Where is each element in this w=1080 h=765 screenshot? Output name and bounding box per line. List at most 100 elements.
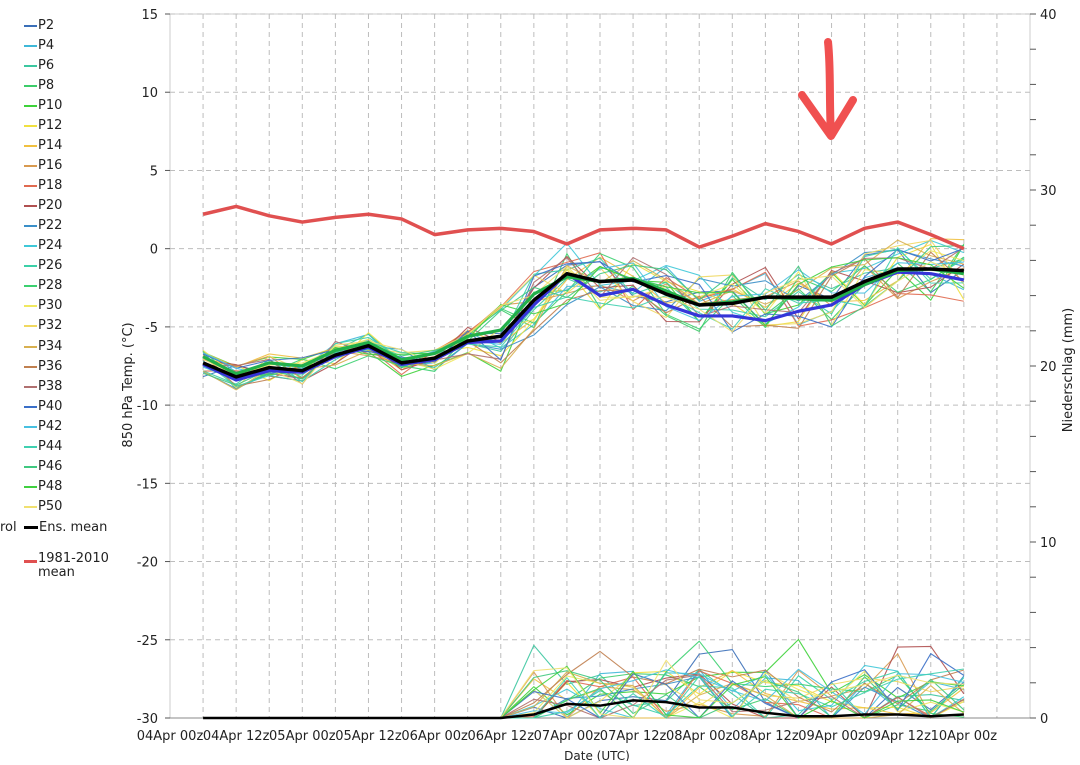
legend-item: P6 bbox=[0, 56, 125, 76]
x-tick-label: 04Apr 00z bbox=[137, 729, 204, 744]
y2-tick-label: 0 bbox=[1040, 712, 1048, 727]
legend-item: P30 bbox=[0, 296, 125, 316]
legend-swatch bbox=[24, 45, 37, 48]
legend-label: P50 bbox=[38, 498, 63, 514]
legend-item: P36 bbox=[0, 357, 125, 377]
annotation-arrow bbox=[798, 38, 857, 140]
legend-label: 1981-2010 mean bbox=[38, 550, 109, 580]
y-tick-label: -25 bbox=[137, 634, 158, 649]
legend-item: P10 bbox=[0, 96, 125, 116]
legend-swatch bbox=[24, 65, 37, 68]
x-tick-label: 05Apr 12z bbox=[335, 729, 402, 744]
x-tick-label: 06Apr 12z bbox=[468, 729, 535, 744]
y-tick-label: -20 bbox=[137, 556, 158, 571]
legend-swatch bbox=[24, 205, 37, 208]
y-tick-label: -5 bbox=[145, 321, 158, 336]
legend-label: P40 bbox=[38, 398, 63, 414]
legend-swatch bbox=[24, 185, 37, 188]
legend-swatch bbox=[24, 465, 37, 468]
legend-swatch bbox=[24, 559, 37, 563]
legend-item: P44 bbox=[0, 437, 125, 457]
legend-item: P28 bbox=[0, 276, 125, 296]
legend-swatch bbox=[24, 25, 37, 28]
legend-item: 1981-2010 mean bbox=[0, 550, 125, 580]
legend-swatch bbox=[24, 405, 37, 408]
legend-swatch bbox=[24, 85, 37, 88]
legend-label: P8 bbox=[38, 78, 55, 94]
legend-swatch bbox=[24, 225, 37, 228]
annotation-arrow-shaft bbox=[824, 38, 835, 139]
legend-label: P12 bbox=[38, 118, 63, 134]
legend-item: P48 bbox=[0, 477, 125, 497]
legend-item: P50 bbox=[0, 497, 125, 517]
y-axis-left: 15 10 5 0 -5 -10 -15 -20 -25 -30 bbox=[137, 8, 170, 727]
x-tick-label: 07Apr 00z bbox=[534, 729, 601, 744]
y-tick-label: 15 bbox=[141, 8, 158, 23]
legend-swatch bbox=[24, 245, 37, 248]
precip-members bbox=[203, 638, 965, 720]
legend-label: P42 bbox=[38, 418, 63, 434]
legend-label: Ens. mean bbox=[39, 519, 108, 535]
x-tick-label: 04Apr 12z bbox=[203, 729, 270, 744]
legend-swatch bbox=[24, 345, 37, 348]
y-tick-label: -10 bbox=[137, 399, 158, 414]
legend-swatch bbox=[24, 265, 37, 268]
legend-swatch bbox=[24, 445, 37, 448]
y-axis-title: 850 hPa Temp. (°C) bbox=[121, 322, 136, 447]
legend-item: P14 bbox=[0, 136, 125, 156]
x-tick-label: 08Apr 00z bbox=[666, 729, 733, 744]
chart-legend: P2 P4 P6 P8 P10 P12 P14 P16 P18 P20 P22 P24 P26 P28 P3… bbox=[0, 16, 125, 580]
legend-swatch bbox=[24, 425, 37, 428]
precip-mean-line bbox=[203, 699, 964, 720]
legend-label: P46 bbox=[38, 458, 63, 474]
legend-label: P36 bbox=[38, 358, 63, 374]
legend-swatch bbox=[24, 365, 37, 368]
legend-item: P42 bbox=[0, 417, 125, 437]
x-tick-label: 06Apr 00z bbox=[401, 729, 468, 744]
legend-item: P4 bbox=[0, 36, 125, 56]
legend-label: P18 bbox=[38, 178, 63, 194]
legend-label: P38 bbox=[38, 378, 63, 394]
legend-label: P28 bbox=[38, 278, 63, 294]
x-tick-label: 10Apr 00z bbox=[931, 729, 998, 744]
x-tick-label: 09Apr 00z bbox=[798, 729, 865, 744]
legend-label: P10 bbox=[38, 98, 63, 114]
legend-item: P18 bbox=[0, 176, 125, 196]
legend-label: P14 bbox=[38, 138, 63, 154]
annotation-arrow-head bbox=[798, 91, 857, 140]
grid bbox=[170, 13, 1030, 718]
legend-label: P2 bbox=[38, 18, 55, 34]
legend-label: P24 bbox=[38, 238, 63, 254]
legend-swatch bbox=[24, 485, 37, 488]
legend-item: P38 bbox=[0, 377, 125, 397]
legend-swatch bbox=[24, 145, 37, 148]
legend-item: P40 bbox=[0, 397, 125, 417]
legend-label: P34 bbox=[38, 338, 63, 354]
legend-label: P4 bbox=[38, 38, 55, 54]
legend-swatch bbox=[24, 105, 37, 108]
legend-item: P20 bbox=[0, 196, 125, 216]
legend-swatch bbox=[24, 125, 37, 128]
x-tick-label: 07Apr 12z bbox=[600, 729, 667, 744]
legend-swatch bbox=[24, 305, 37, 308]
legend-item: P34 bbox=[0, 337, 125, 357]
legend-item: P24 bbox=[0, 236, 125, 256]
y-axis-right: 40 30 20 10 0 bbox=[1030, 8, 1057, 727]
legend-swatch bbox=[24, 165, 37, 168]
legend-label: P20 bbox=[38, 198, 63, 214]
x-tick-label: 08Apr 12z bbox=[732, 729, 799, 744]
legend-swatch bbox=[24, 505, 37, 508]
series-line-ens-mean bbox=[202, 267, 964, 379]
legend-label: P22 bbox=[38, 218, 63, 234]
y2-axis-title: Niederschlag (mm) bbox=[1061, 308, 1076, 433]
y2-tick-label: 40 bbox=[1040, 8, 1057, 23]
y2-tick-label: 30 bbox=[1040, 184, 1057, 199]
y-tick-label: 0 bbox=[150, 243, 158, 258]
x-axis: 04Apr 00z 04Apr 12z 05Apr 00z 05Apr 12z 06Ap… bbox=[137, 729, 998, 744]
y2-tick-label: 10 bbox=[1040, 536, 1057, 551]
legend-label: P32 bbox=[38, 318, 63, 334]
legend-label: P16 bbox=[38, 158, 63, 174]
y-tick-label: 10 bbox=[141, 86, 158, 101]
legend-swatch bbox=[24, 526, 38, 530]
